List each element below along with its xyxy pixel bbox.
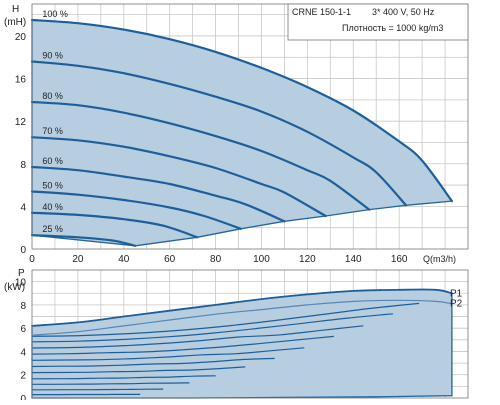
speed-curve-label: 25 % [42,224,63,234]
speed-curve-label: 90 % [42,51,63,61]
flow-x-tick: 100 [253,254,270,265]
head-y-tick: 20 [15,32,27,43]
p2-label: P2 [450,299,463,310]
power-operating-region [32,289,452,398]
flow-x-tick: 80 [210,254,222,265]
head-y-tick: 0 [20,245,26,256]
flow-x-tick: 120 [299,254,316,265]
flow-x-tick: 0 [29,254,35,265]
flow-x-ticks: 0 20 40 60 80 100 120 140 160 [29,254,408,265]
power-y-tick: 0 [20,394,26,400]
power-y-tick: 10 [15,278,27,289]
speed-curve-label: 100 % [42,9,68,19]
head-axis-unit: (mH) [4,17,26,28]
supply-label: 3* 400 V, 50 Hz [372,7,435,17]
power-speed-line [32,389,163,390]
model-label: CRNE 150-1-1 [292,7,351,17]
flow-axis-label: Q(m3/h) [423,254,456,264]
speed-curve-label: 50 % [42,180,63,190]
speed-curve-label: 70 % [42,126,63,136]
head-y-ticks: 0 4 8 12 16 20 [15,32,27,256]
flow-x-tick: 40 [118,254,130,265]
flow-x-tick: 160 [391,254,408,265]
power-y-tick: 6 [20,324,26,335]
speed-curve-label: 80 % [42,91,63,101]
power-y-tick: 8 [20,301,26,312]
p1-label: P1 [450,288,463,299]
head-y-tick: 16 [15,75,27,86]
head-axis-label: H [12,4,19,15]
power-y-tick: 2 [20,371,26,382]
power-y-tick: 4 [20,347,26,358]
density-label: Плотность = 1000 kg/m3 [342,23,443,33]
head-y-tick: 12 [15,117,27,128]
power-y-ticks: 0 2 4 6 8 10 [15,278,27,400]
flow-x-tick: 60 [164,254,176,265]
speed-curve-label: 60 % [42,156,63,166]
head-y-tick: 8 [20,160,26,171]
flow-x-tick: 20 [72,254,84,265]
speed-curve-label: 40 % [42,202,63,212]
flow-x-tick: 140 [345,254,362,265]
head-y-tick: 4 [20,202,26,213]
